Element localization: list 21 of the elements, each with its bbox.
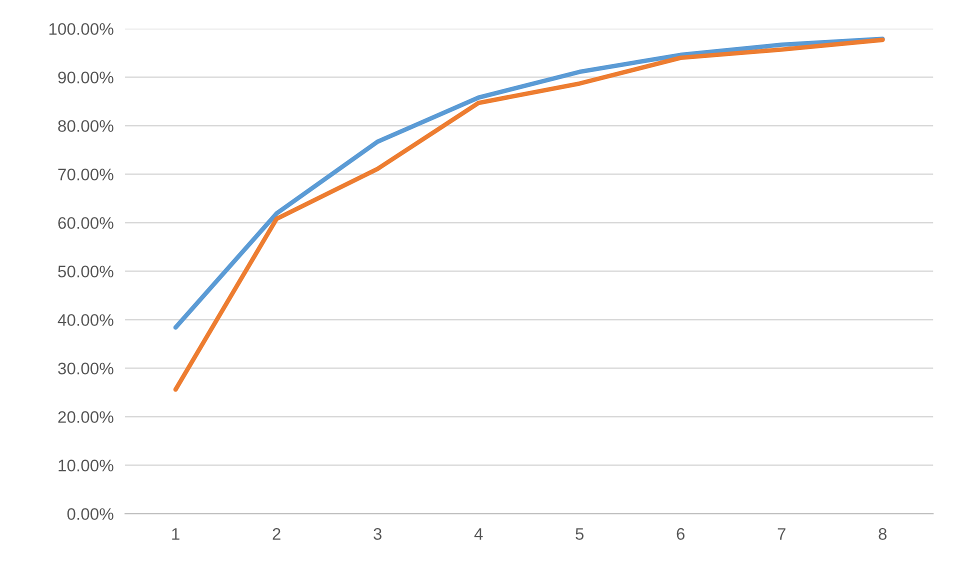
y-tick-label: 30.00% bbox=[58, 362, 114, 374]
x-tick-label: 1 bbox=[172, 528, 180, 540]
y-tick-label: 90.00% bbox=[58, 72, 114, 84]
x-tick-label: 8 bbox=[878, 528, 887, 540]
y-tick-label: 20.00% bbox=[58, 411, 114, 423]
x-tick-label: 6 bbox=[676, 528, 685, 540]
y-tick-label: 0.00% bbox=[67, 508, 114, 520]
x-tick-label: 4 bbox=[474, 528, 483, 540]
y-tick-label: 50.00% bbox=[58, 266, 114, 278]
y-tick-label: 10.00% bbox=[58, 460, 114, 472]
y-tick-label: 100.00% bbox=[49, 23, 114, 35]
x-tick-label: 5 bbox=[576, 528, 584, 540]
line-series bbox=[173, 36, 885, 330]
y-tick-label: 80.00% bbox=[58, 120, 114, 132]
line-series bbox=[173, 38, 885, 392]
x-tick-label: 2 bbox=[272, 528, 280, 540]
x-tick-label: 3 bbox=[374, 528, 382, 540]
y-tick-label: 40.00% bbox=[58, 314, 114, 326]
y-tick-label: 70.00% bbox=[58, 168, 114, 180]
x-tick-label: 7 bbox=[778, 528, 786, 540]
y-tick-label: 60.00% bbox=[58, 217, 114, 229]
